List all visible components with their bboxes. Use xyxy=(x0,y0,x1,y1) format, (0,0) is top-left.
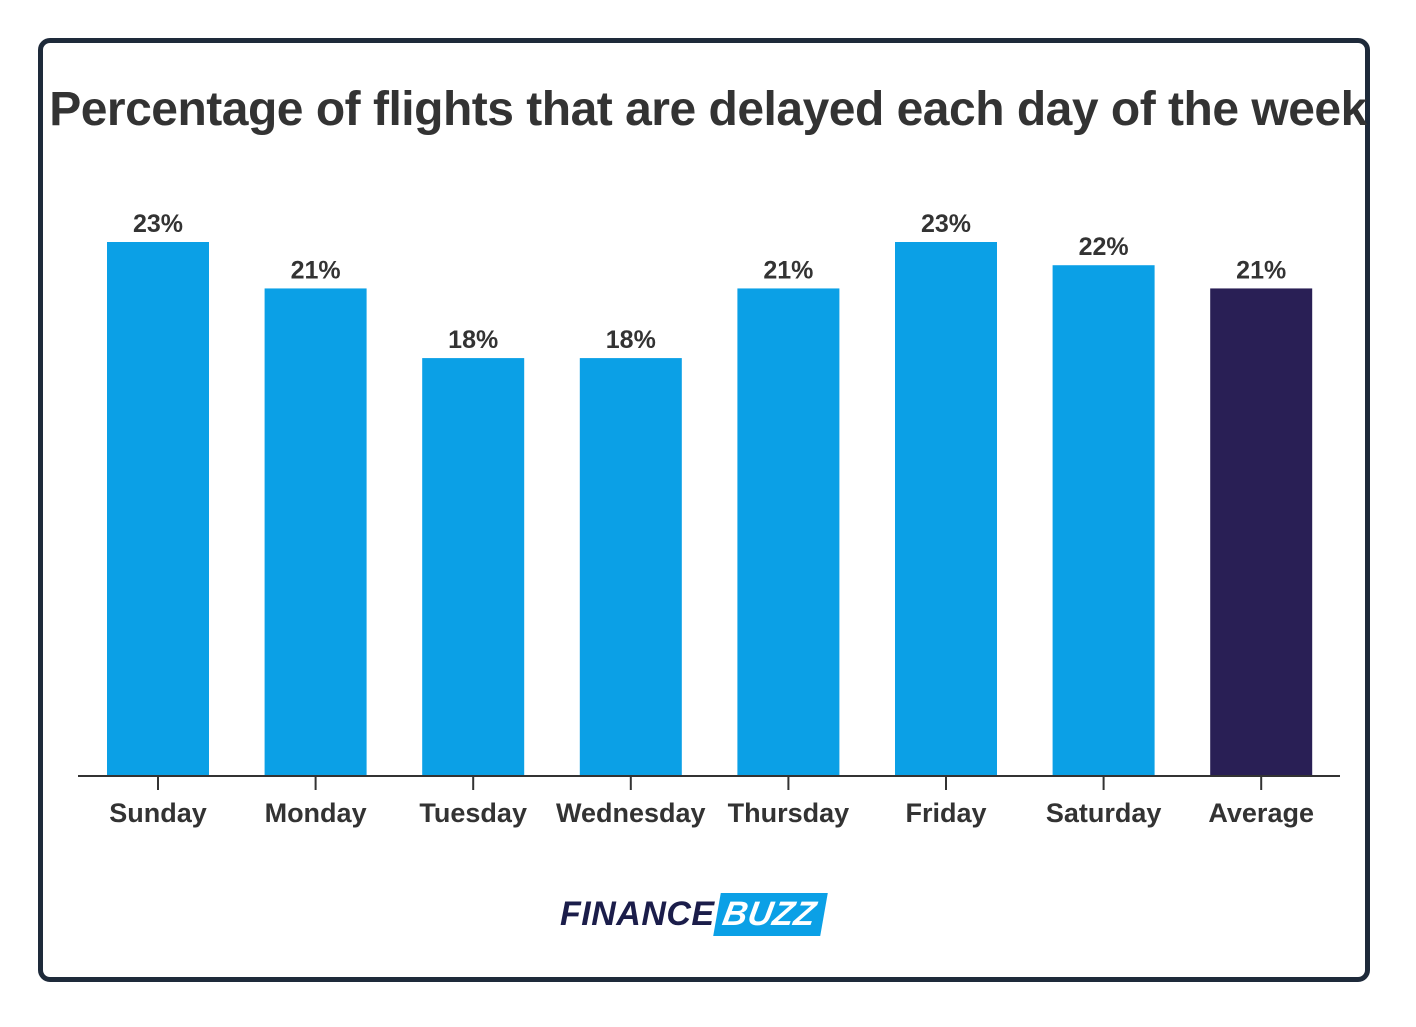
x-ticks-group: Sunday Monday Tuesday Wednesday Thursday Frid… xyxy=(109,776,1314,828)
value-label-tuesday: 18% xyxy=(448,326,498,354)
logo-buzz-text: BUZZ xyxy=(712,892,828,936)
tick-label-thursday: Thursday xyxy=(728,798,850,828)
bars-group xyxy=(107,242,1313,776)
bar-average xyxy=(1210,288,1313,776)
value-label-average: 21% xyxy=(1236,256,1286,284)
tick-label-saturday: Saturday xyxy=(1046,798,1162,828)
bar-sunday xyxy=(107,242,209,776)
value-label-monday: 21% xyxy=(291,256,341,284)
tick-label-tuesday: Tuesday xyxy=(419,798,527,828)
logo-finance-text: FINANCE xyxy=(560,894,715,933)
bar-friday xyxy=(895,242,997,776)
value-label-saturday: 22% xyxy=(1079,233,1129,261)
chart-title: Percentage of flights that are delayed e… xyxy=(49,83,1367,136)
tick-label-wednesday: Wednesday xyxy=(556,798,706,828)
financebuzz-logo: FINANCE BUZZ xyxy=(560,890,828,938)
bar-tuesday xyxy=(422,358,525,776)
bar-thursday xyxy=(737,288,840,776)
value-label-thursday: 21% xyxy=(763,256,813,284)
value-label-wednesday: 18% xyxy=(606,326,656,354)
tick-label-average: Average xyxy=(1208,798,1314,828)
value-label-friday: 23% xyxy=(921,210,971,238)
bar-saturday xyxy=(1052,265,1155,776)
value-labels-group: 23% 21% 18% 18% 21% 23% 22% 21% xyxy=(133,210,1286,354)
tick-label-monday: Monday xyxy=(265,798,367,828)
tick-label-friday: Friday xyxy=(905,798,986,828)
bar-monday xyxy=(264,288,367,776)
value-label-sunday: 23% xyxy=(133,210,183,238)
bar-wednesday xyxy=(579,358,682,776)
tick-label-sunday: Sunday xyxy=(109,798,207,828)
